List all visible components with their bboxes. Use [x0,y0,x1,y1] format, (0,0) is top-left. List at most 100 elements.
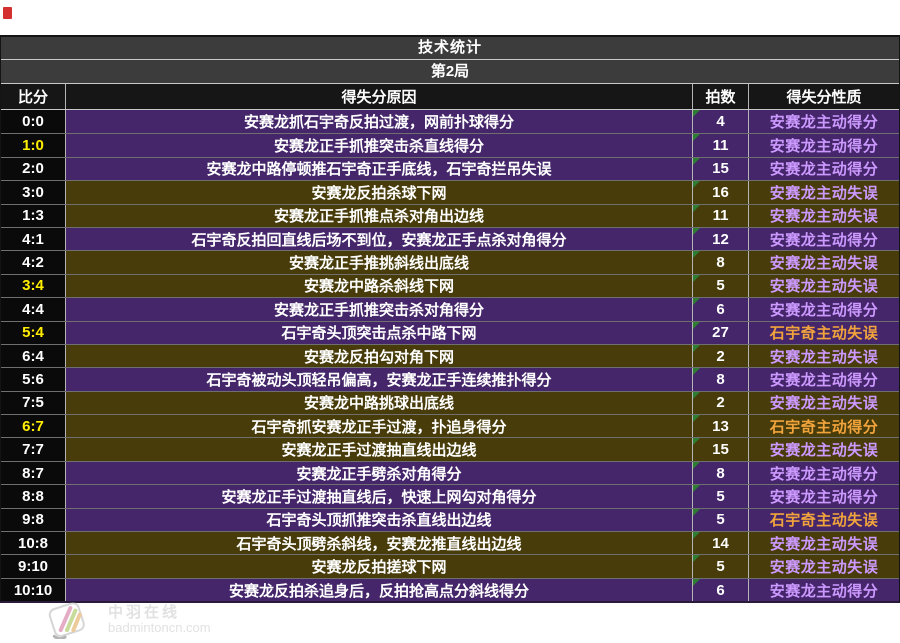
nature-cell: 安赛龙主动失误 [749,532,899,555]
table-row: 4:4 安赛龙正手抓推突击杀对角得分 6 安赛龙主动得分 [1,297,899,321]
comment-marker-icon [693,368,700,376]
shots-cell: 8 [693,368,749,391]
score-cell: 7:5 [1,391,66,415]
score-cell: 0:0 [1,110,66,134]
shots-value: 2 [716,394,725,412]
table-row: 6:4 安赛龙反拍勾对角下网 2 安赛龙主动失误 [1,343,899,368]
score-cell: 7:7 [1,438,66,461]
score-cell: 6:4 [1,344,66,368]
nature-cell: 安赛龙主动得分 [749,578,899,602]
shots-cell: 11 [693,134,749,157]
reason-cell: 安赛龙中路挑球出底线 [66,391,693,415]
comment-marker-icon [693,415,700,423]
reason-cell: 安赛龙中路停顿推石宇奇正手底线，石宇奇拦吊失误 [66,157,693,181]
stats-table: 技术统计 第2局 比分 得失分原因 拍数 得失分性质 0:0 安赛龙抓石宇奇反拍… [0,35,900,604]
comment-marker-icon [693,321,700,329]
table-row: 10:8 石宇奇头顶劈杀斜线，安赛龙推直线出边线 14 安赛龙主动失误 [1,531,899,555]
nature-cell: 安赛龙主动得分 [749,110,899,134]
table-row: 5:4 石宇奇头顶突击点杀中路下网 27 石宇奇主动失误 [1,320,899,344]
comment-marker-icon [693,227,700,235]
shots-cell: 5 [693,485,749,508]
shots-value: 8 [716,370,725,388]
shots-cell: 4 [693,110,749,134]
nature-cell: 安赛龙主动失误 [749,391,899,415]
shots-cell: 12 [693,227,749,251]
table-row: 1:0 安赛龙正手抓推突击杀直线得分 11 安赛龙主动得分 [1,133,899,157]
shots-cell: 16 [693,181,749,204]
reason-cell: 安赛龙正手过渡抽直线出边线 [66,438,693,461]
score-cell: 3:4 [1,274,66,298]
score-cell: 8:7 [1,461,66,485]
nature-cell: 安赛龙主动失误 [749,274,899,298]
shots-value: 6 [716,581,725,599]
score-cell: 10:8 [1,532,66,555]
comment-marker-icon [693,181,700,189]
nature-cell: 安赛龙主动得分 [749,298,899,321]
shots-value: 5 [716,277,725,295]
comment-marker-icon [693,274,700,282]
nature-cell: 安赛龙主动失误 [749,555,899,578]
score-cell: 1:0 [1,134,66,157]
table-title: 技术统计 [1,37,899,60]
comment-marker-icon [693,578,700,586]
shots-cell: 6 [693,298,749,321]
table-row: 7:5 安赛龙中路挑球出底线 2 安赛龙主动失误 [1,390,899,415]
shots-cell: 5 [693,274,749,298]
column-header-shots: 拍数 [693,84,749,109]
nature-cell: 安赛龙主动得分 [749,227,899,251]
shots-cell: 27 [693,321,749,344]
shots-cell: 2 [693,391,749,415]
shots-cell: 5 [693,508,749,532]
shots-value: 14 [712,534,729,552]
shots-value: 2 [716,347,725,365]
comment-marker-icon [693,157,700,165]
game-number-label: 第2局 [1,60,899,84]
comment-marker-icon [693,344,700,352]
table-row: 7:7 安赛龙正手过渡抽直线出边线 15 安赛龙主动失误 [1,437,899,461]
reason-cell: 石宇奇头顶突击点杀中路下网 [66,321,693,344]
shots-cell: 8 [693,251,749,274]
table-row: 8:7 安赛龙正手劈杀对角得分 8 安赛龙主动得分 [1,460,899,485]
nature-cell: 安赛龙主动得分 [749,134,899,157]
comment-marker-icon [693,298,700,306]
table-row: 2:0 安赛龙中路停顿推石宇奇正手底线，石宇奇拦吊失误 15 安赛龙主动得分 [1,156,899,181]
shots-value: 11 [712,207,729,225]
table-row: 3:4 安赛龙中路杀斜线下网 5 安赛龙主动失误 [1,273,899,298]
comment-marker-icon [693,438,700,446]
reason-cell: 石宇奇反拍回直线后场不到位，安赛龙正手点杀对角得分 [66,227,693,251]
shots-cell: 8 [693,461,749,485]
nature-cell: 安赛龙主动失误 [749,438,899,461]
score-cell: 6:7 [1,415,66,438]
comment-marker-icon [693,391,700,399]
reason-cell: 安赛龙中路杀斜线下网 [66,274,693,298]
score-cell: 3:0 [1,181,66,204]
shots-value: 13 [712,417,729,435]
score-cell: 9:8 [1,508,66,532]
shots-value: 15 [712,441,729,459]
score-cell: 5:4 [1,321,66,344]
shots-value: 15 [712,160,729,178]
shots-value: 4 [716,113,725,131]
comment-marker-icon [693,110,700,117]
comment-marker-icon [693,461,700,469]
reason-cell: 安赛龙正手抓推突击杀直线得分 [66,134,693,157]
shots-value: 12 [712,230,729,248]
reason-cell: 安赛龙正手抓推突击杀对角得分 [66,298,693,321]
nature-cell: 安赛龙主动失误 [749,251,899,274]
table-row: 1:3 安赛龙正手抓推点杀对角出边线 11 安赛龙主动失误 [1,203,899,227]
score-cell: 9:10 [1,555,66,578]
shots-value: 27 [712,324,729,342]
nature-cell: 石宇奇主动失误 [749,321,899,344]
reason-cell: 安赛龙反拍搓球下网 [66,555,693,578]
shots-cell: 15 [693,157,749,181]
comment-marker-icon [693,134,700,142]
nature-cell: 安赛龙主动失误 [749,181,899,204]
column-header-score: 比分 [1,84,66,109]
score-cell: 8:8 [1,485,66,508]
reason-cell: 安赛龙正手抓推点杀对角出边线 [66,204,693,227]
score-cell: 10:10 [1,578,66,602]
reason-cell: 安赛龙反拍勾对角下网 [66,344,693,368]
score-cell: 5:6 [1,368,66,391]
comment-marker-icon [693,251,700,259]
shots-value: 8 [716,464,725,482]
